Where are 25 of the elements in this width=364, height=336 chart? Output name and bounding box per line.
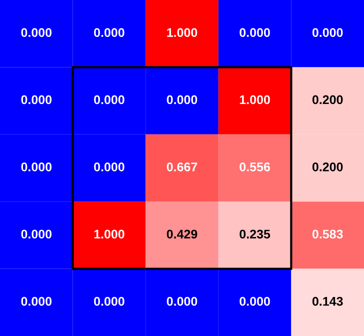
data-label: 0.000: [21, 296, 52, 306]
data-label: 0.000: [312, 28, 343, 37]
data-label: 0.000: [240, 28, 270, 37]
data-label: 0.200: [312, 95, 343, 104]
data-label: 0.000: [166, 296, 198, 306]
data-label: 0.000: [94, 296, 124, 306]
data-label: 0.200: [312, 162, 343, 172]
data-label: 0.000: [94, 28, 124, 37]
data-label: 0.000: [21, 95, 52, 104]
data-label: 0.000: [21, 230, 52, 239]
data-label: 1.000: [167, 28, 198, 37]
data-label: 0.000: [240, 296, 270, 306]
data-label: 1.000: [94, 230, 124, 239]
data-label: 0.143: [312, 296, 343, 306]
data-label: 0.429: [166, 230, 198, 239]
data-label: 0.000: [166, 95, 198, 104]
data-label: 0.583: [312, 230, 343, 239]
data-label: 0.235: [240, 230, 270, 239]
data-label: 0.556: [240, 162, 270, 172]
data-label: 0.667: [166, 162, 198, 172]
data-label: 0.000: [21, 28, 52, 37]
data-label: 0.000: [94, 95, 124, 104]
data-label: 1.000: [240, 95, 270, 104]
data-label: 0.000: [21, 162, 52, 172]
data-label: 0.000: [94, 162, 124, 172]
